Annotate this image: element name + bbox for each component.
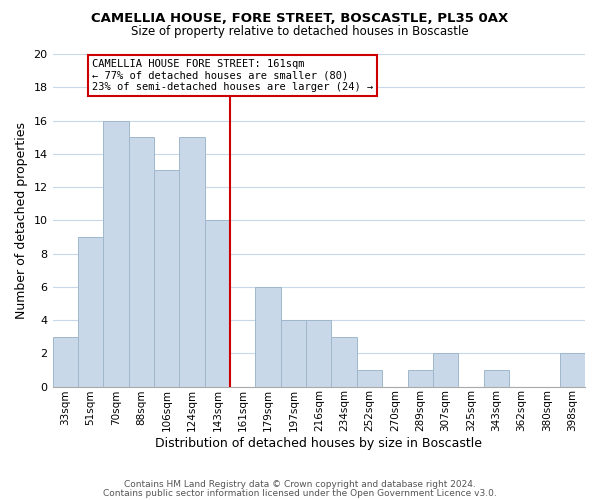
Bar: [53, 336, 78, 386]
Bar: [306, 320, 331, 386]
Bar: [281, 320, 306, 386]
Bar: [78, 237, 103, 386]
Text: CAMELLIA HOUSE, FORE STREET, BOSCASTLE, PL35 0AX: CAMELLIA HOUSE, FORE STREET, BOSCASTLE, …: [91, 12, 509, 26]
Text: Size of property relative to detached houses in Boscastle: Size of property relative to detached ho…: [131, 25, 469, 38]
X-axis label: Distribution of detached houses by size in Boscastle: Distribution of detached houses by size …: [155, 437, 482, 450]
Bar: [179, 137, 205, 386]
Bar: [154, 170, 179, 386]
Bar: [128, 137, 154, 386]
Bar: [256, 287, 281, 386]
Bar: [560, 354, 585, 386]
Bar: [407, 370, 433, 386]
Text: Contains public sector information licensed under the Open Government Licence v3: Contains public sector information licen…: [103, 489, 497, 498]
Bar: [331, 336, 357, 386]
Bar: [433, 354, 458, 386]
Bar: [484, 370, 509, 386]
Bar: [205, 220, 230, 386]
Bar: [103, 120, 128, 386]
Bar: [357, 370, 382, 386]
Text: Contains HM Land Registry data © Crown copyright and database right 2024.: Contains HM Land Registry data © Crown c…: [124, 480, 476, 489]
Text: CAMELLIA HOUSE FORE STREET: 161sqm
← 77% of detached houses are smaller (80)
23%: CAMELLIA HOUSE FORE STREET: 161sqm ← 77%…: [92, 59, 373, 92]
Y-axis label: Number of detached properties: Number of detached properties: [15, 122, 28, 319]
